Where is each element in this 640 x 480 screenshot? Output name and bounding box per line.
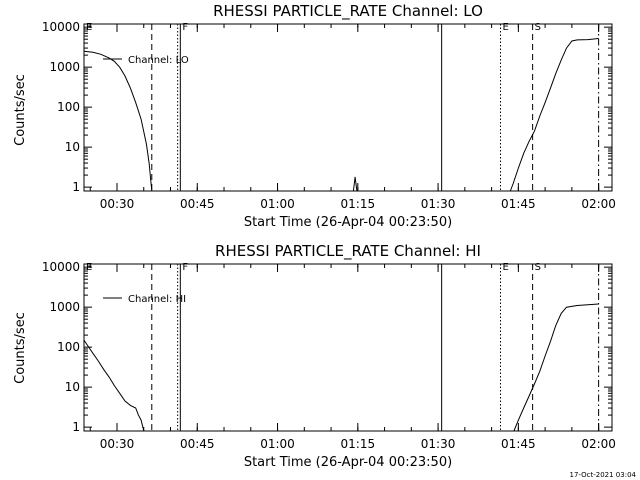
panel-lo-legend-label: Channel: LO — [128, 55, 189, 66]
y-tick-label: 1000 — [49, 300, 80, 314]
panel-hi-xlabel: Start Time (26-Apr-04 00:23:50) — [244, 455, 452, 470]
event-marker-label: E — [86, 262, 92, 273]
x-tick-label: 00:30 — [100, 437, 135, 451]
x-tick-label: 00:30 — [100, 197, 135, 211]
x-tick-label: 01:30 — [421, 437, 456, 451]
event-marker-label: S — [535, 22, 541, 33]
y-tick-label: 1 — [72, 180, 80, 194]
y-tick-label: 10000 — [42, 260, 80, 274]
panel-lo: RHESSI PARTICLE_RATE Channel: LO Start T… — [13, 2, 616, 230]
x-tick-label: 01:15 — [341, 197, 376, 211]
x-tick-label: 00:45 — [180, 437, 215, 451]
x-tick-label: 02:00 — [581, 437, 616, 451]
y-tick-label: 10 — [65, 140, 80, 154]
x-tick-label: 02:00 — [581, 197, 616, 211]
x-tick-label: 01:00 — [260, 437, 295, 451]
x-tick-label: 01:45 — [501, 197, 536, 211]
panel-hi-legend-label: Channel: HI — [128, 294, 186, 305]
footer-timestamp: 17-Oct-2021 03:04 — [570, 471, 637, 479]
y-tick-label: 100 — [57, 100, 80, 114]
panel-hi-ylabel: Counts/sec — [13, 312, 28, 384]
y-tick-label: 100 — [57, 340, 80, 354]
event-marker-label: F — [182, 262, 188, 273]
event-marker-label: E — [503, 22, 509, 33]
y-tick-label: 1000 — [49, 60, 80, 74]
event-marker-label: E — [503, 262, 509, 273]
series-line — [83, 303, 599, 432]
event-marker-label: E — [86, 22, 92, 33]
y-tick-label: 10000 — [42, 20, 80, 34]
panel-hi: RHESSI PARTICLE_RATE Channel: HI Start T… — [13, 242, 616, 470]
x-tick-label: 01:45 — [501, 437, 536, 451]
panel-hi-title: RHESSI PARTICLE_RATE Channel: HI — [215, 242, 481, 261]
x-tick-label: 01:30 — [421, 197, 456, 211]
y-tick-label: 1 — [72, 420, 80, 434]
x-tick-label: 01:00 — [260, 197, 295, 211]
series-line — [83, 38, 599, 192]
y-tick-label: 10 — [65, 380, 80, 394]
x-tick-label: 01:15 — [341, 437, 376, 451]
event-marker-label: F — [182, 22, 188, 33]
x-tick-label: 00:45 — [180, 197, 215, 211]
panel-lo-title: RHESSI PARTICLE_RATE Channel: LO — [213, 2, 483, 21]
panel-lo-xlabel: Start Time (26-Apr-04 00:23:50) — [244, 215, 452, 230]
event-marker-label: S — [535, 262, 541, 273]
panel-lo-ylabel: Counts/sec — [13, 74, 28, 146]
